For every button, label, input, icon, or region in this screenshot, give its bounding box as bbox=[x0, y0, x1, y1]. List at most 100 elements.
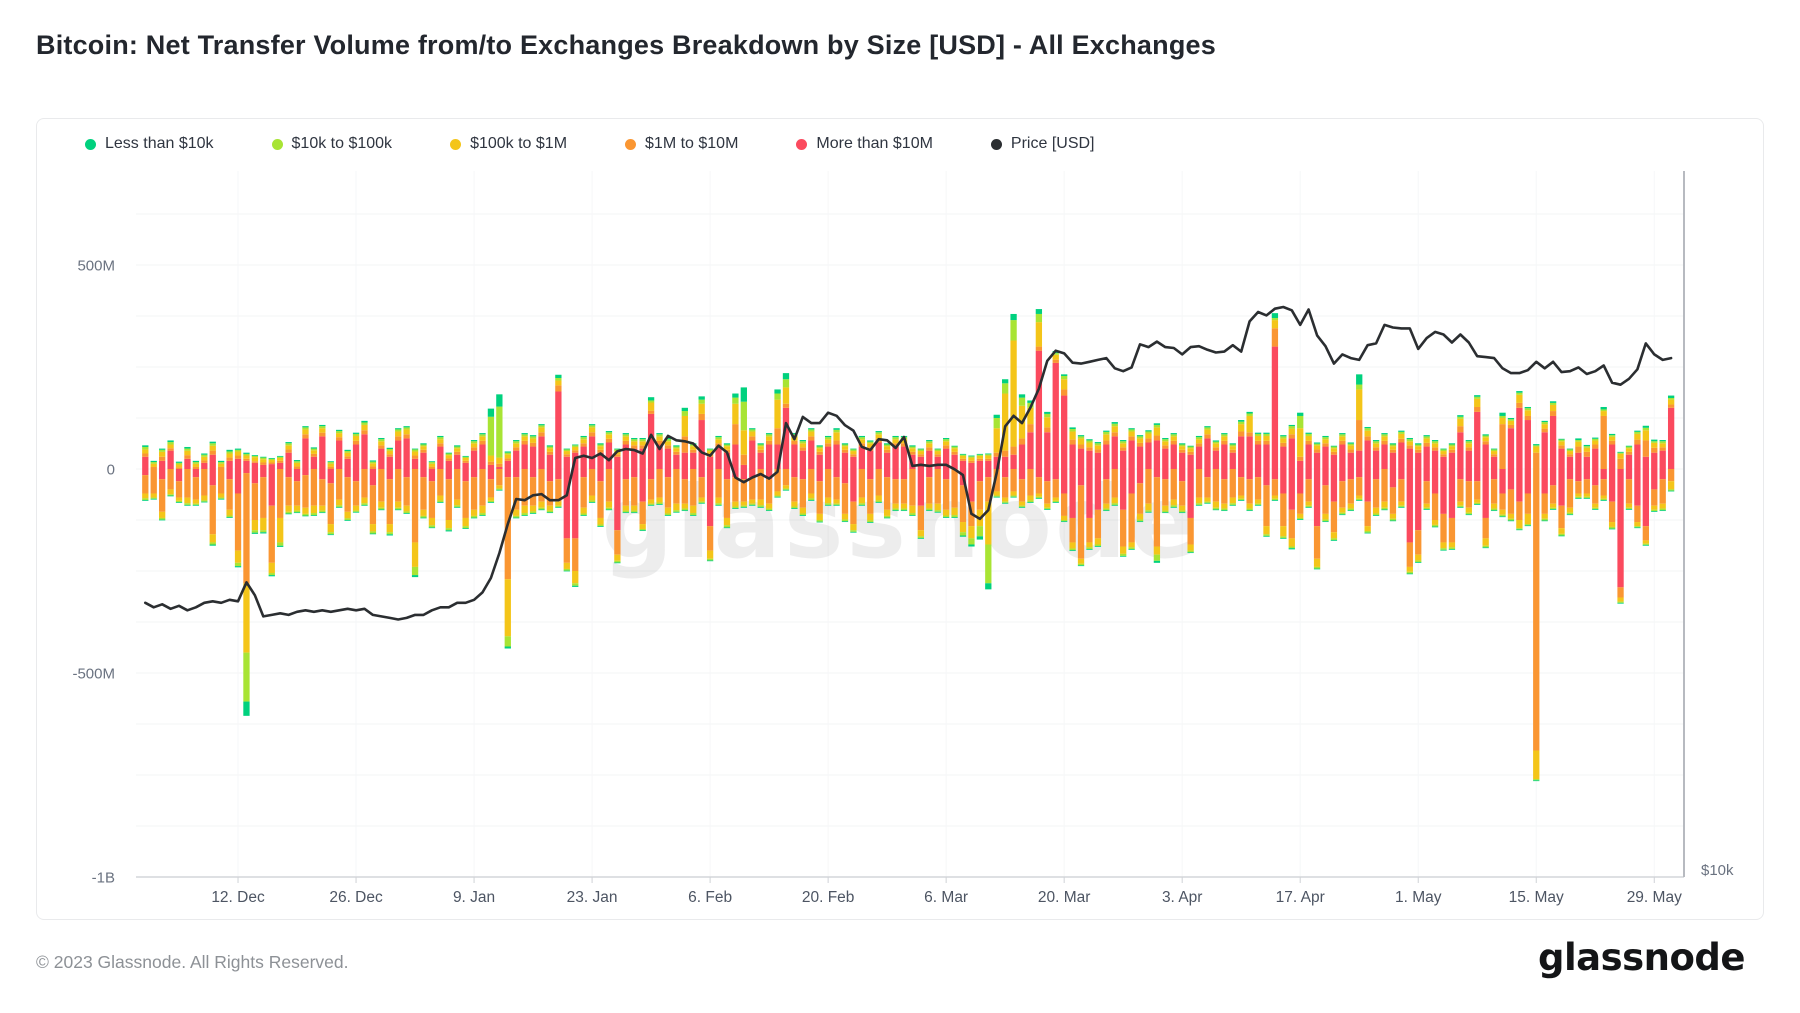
bar-segment bbox=[1549, 507, 1557, 509]
bar-segment bbox=[167, 489, 174, 495]
bar-segment bbox=[521, 433, 528, 435]
bar-segment bbox=[1490, 448, 1498, 450]
bar-segment bbox=[209, 485, 216, 535]
bar-segment bbox=[1195, 435, 1203, 438]
bar-segment bbox=[319, 510, 326, 513]
bar-segment bbox=[1153, 560, 1161, 563]
bar-segment bbox=[496, 489, 503, 491]
bar-segment bbox=[1364, 532, 1371, 534]
bar-segment bbox=[1170, 433, 1177, 435]
bar-segment bbox=[1406, 573, 1413, 575]
bar-segment bbox=[959, 455, 967, 459]
bar-segment bbox=[538, 507, 545, 510]
bar-segment bbox=[1162, 437, 1169, 440]
bar-segment bbox=[293, 469, 301, 482]
bar-segment bbox=[1608, 433, 1616, 436]
bar-segment bbox=[411, 575, 419, 578]
legend-item[interactable]: $10k to $100k bbox=[271, 135, 392, 153]
bar-segment bbox=[1330, 532, 1338, 539]
bar-segment bbox=[1229, 444, 1236, 447]
bar-segment bbox=[1035, 346, 1043, 351]
bar-segment bbox=[1457, 416, 1464, 419]
bar-segment bbox=[1575, 452, 1582, 469]
legend-item[interactable]: $1M to $10M bbox=[625, 135, 738, 153]
bar-segment bbox=[1347, 445, 1354, 450]
bar-segment bbox=[1077, 469, 1085, 486]
bar-segment bbox=[841, 446, 849, 450]
bar-segment bbox=[1566, 451, 1574, 455]
bar-segment bbox=[142, 475, 149, 494]
bar-segment bbox=[336, 431, 343, 434]
bar-segment bbox=[673, 448, 680, 452]
bar-segment bbox=[538, 424, 545, 426]
bar-segment bbox=[243, 583, 250, 653]
bar-segment bbox=[1617, 597, 1624, 602]
bar-segment bbox=[1431, 524, 1439, 527]
bar-segment bbox=[1179, 446, 1186, 450]
bar-segment bbox=[1263, 469, 1270, 486]
bar-segment bbox=[1204, 429, 1211, 435]
glassnode-logo[interactable]: glassnode bbox=[1537, 936, 1746, 979]
bar-segment bbox=[749, 429, 756, 432]
bar-segment bbox=[428, 466, 436, 469]
legend-item[interactable]: Price [USD] bbox=[990, 135, 1095, 153]
bar-segment bbox=[1651, 469, 1658, 490]
bar-segment bbox=[1608, 522, 1616, 527]
bar-segment bbox=[774, 393, 781, 400]
bar-segment bbox=[1634, 527, 1641, 529]
bar-segment bbox=[251, 462, 259, 469]
bar-segment bbox=[454, 499, 461, 506]
bar-segment bbox=[900, 508, 908, 511]
x-axis-tick-label: 9. Jan bbox=[453, 889, 495, 906]
bar-segment bbox=[816, 445, 823, 447]
bar-segment bbox=[1212, 501, 1220, 508]
bar-segment bbox=[1120, 441, 1127, 444]
bar-segment bbox=[479, 440, 486, 445]
bar-segment bbox=[496, 394, 503, 407]
bar-segment bbox=[1120, 440, 1127, 442]
bar-segment bbox=[850, 448, 857, 450]
bar-segment bbox=[1280, 442, 1287, 447]
bar-segment bbox=[462, 462, 469, 469]
bar-segment bbox=[892, 503, 899, 509]
legend-item[interactable]: Less than $10k bbox=[85, 135, 214, 153]
bar-segment bbox=[1465, 447, 1472, 451]
bar-segment bbox=[782, 489, 790, 491]
bar-segment bbox=[934, 448, 941, 450]
bar-segment bbox=[1010, 454, 1017, 469]
bar-segment bbox=[631, 441, 638, 446]
bar-segment bbox=[934, 503, 941, 511]
bar-segment bbox=[993, 469, 1000, 492]
bar-segment bbox=[900, 503, 908, 509]
bar-segment bbox=[479, 469, 486, 506]
bar-segment bbox=[496, 485, 503, 489]
bar-segment bbox=[934, 456, 941, 469]
bar-segment bbox=[420, 509, 427, 516]
bar-segment bbox=[968, 538, 975, 545]
bar-segment bbox=[614, 562, 621, 564]
bar-segment bbox=[1617, 601, 1624, 603]
bar-segment bbox=[614, 560, 621, 563]
bar-segment bbox=[226, 449, 233, 452]
bar-segment bbox=[1398, 469, 1405, 480]
legend-item-label: Less than $10k bbox=[105, 135, 214, 152]
bar-segment bbox=[1288, 548, 1295, 550]
legend-item[interactable]: $100k to $1M bbox=[450, 135, 567, 153]
bar-segment bbox=[251, 455, 259, 458]
bar-segment bbox=[1372, 513, 1380, 516]
bar-segment bbox=[1423, 436, 1430, 439]
bar-segment bbox=[1128, 429, 1135, 432]
bar-segment bbox=[1145, 433, 1152, 439]
legend-item[interactable]: More than $10M bbox=[796, 135, 933, 153]
bar-segment bbox=[858, 503, 865, 505]
bar-segment bbox=[395, 501, 402, 508]
bar-segment bbox=[1238, 436, 1245, 469]
bar-segment bbox=[774, 428, 781, 445]
bar-segment bbox=[976, 469, 984, 482]
bar-segment bbox=[1077, 558, 1085, 564]
bar-segment bbox=[681, 479, 688, 504]
bar-segment bbox=[1541, 432, 1548, 469]
bars-group[interactable] bbox=[142, 309, 1675, 782]
bar-segment bbox=[572, 446, 579, 451]
